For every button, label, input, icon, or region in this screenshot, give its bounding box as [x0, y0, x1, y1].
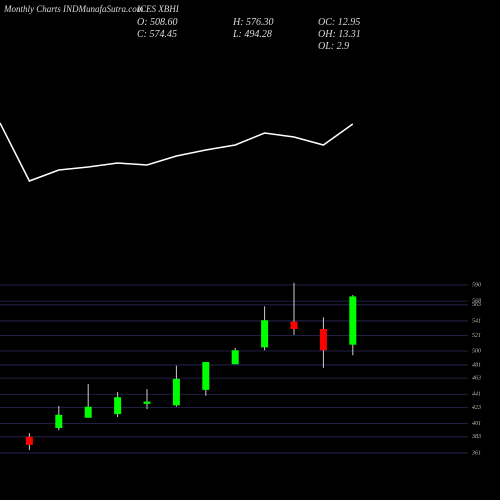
y-tick-label: 541 — [472, 317, 481, 324]
y-tick-label: 500 — [472, 348, 481, 354]
candle-body — [290, 321, 298, 330]
candle-body — [143, 401, 151, 404]
site-title: Monthly Charts INDMunafaSutra.com — [3, 4, 144, 14]
candle-body — [202, 362, 210, 390]
y-tick-label: 401 — [472, 420, 481, 427]
y-tick-label: 441 — [472, 391, 481, 398]
y-tick-label: 568 — [472, 299, 481, 305]
candle-body — [261, 320, 269, 348]
info-oh: OH: 13.31 — [318, 29, 361, 40]
info-low: L: 494.28 — [232, 29, 272, 40]
y-tick-label: 481 — [472, 361, 481, 368]
info-close: C: 574.45 — [137, 29, 177, 40]
y-tick-label: 463 — [472, 375, 481, 382]
candle-body — [172, 378, 180, 406]
symbol: ICES XBHI — [136, 4, 180, 14]
info-ol: OL: 2.9 — [318, 41, 349, 52]
info-high: H: 576.30 — [232, 17, 274, 28]
info-open: O: 508.60 — [137, 17, 178, 28]
y-tick-label: 590 — [472, 282, 481, 288]
price-line — [0, 122, 354, 182]
y-tick-label: 563 — [472, 302, 481, 308]
candle-body — [114, 397, 122, 415]
candle-body — [319, 329, 327, 351]
y-tick-label: 423 — [472, 404, 481, 411]
y-tick-label: 521 — [472, 333, 481, 339]
candle-body — [349, 296, 357, 345]
y-tick-label: 361 — [471, 450, 481, 456]
candle-body — [25, 436, 33, 445]
y-tick-label: 383 — [471, 434, 481, 440]
candle-body — [231, 350, 239, 365]
info-oc: OC: 12.95 — [318, 17, 360, 28]
candle-body — [84, 406, 92, 418]
candle-body — [55, 414, 63, 429]
